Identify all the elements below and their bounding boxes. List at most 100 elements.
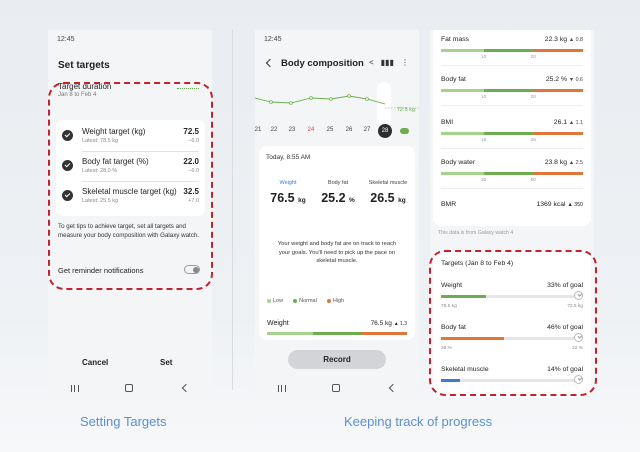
- metric-value: 26.1 ▲ 1.1: [553, 119, 583, 126]
- metric-unit: %: [349, 197, 355, 204]
- system-nav-bar: [255, 378, 419, 398]
- goal-value: 22 %: [572, 346, 583, 351]
- home-icon[interactable]: [125, 384, 134, 392]
- metric-skeletal-muscle: Skeletal muscle 26.5 kg: [363, 180, 413, 205]
- reminder-toggle[interactable]: [184, 265, 200, 274]
- cancel-button[interactable]: Cancel: [82, 358, 109, 367]
- targets-title: Targets (Jan 8 to Feb 4): [441, 260, 514, 267]
- metric-range-bar: [441, 49, 583, 52]
- back-arrow-icon[interactable]: [265, 58, 275, 68]
- bmr-value: 1369 kcal ▲ 350: [536, 201, 583, 208]
- metric-label: Skeletal muscle: [368, 180, 408, 186]
- metric-name: Body fat: [441, 76, 466, 83]
- date-label[interactable]: 22: [270, 127, 278, 133]
- page-title: Set targets: [58, 60, 110, 71]
- target-row-body-fat[interactable]: Body fat target (%) Latest: 28.0 % 22.0 …: [62, 154, 199, 182]
- target-value[interactable]: 22.0: [183, 157, 199, 166]
- target-progress-body-fat[interactable]: Body fat 46% of goal 28 % 22 %: [441, 324, 583, 364]
- date-label[interactable]: 23: [288, 127, 296, 133]
- body-composition-screen: 12:45 Body composition < ▮▮▮ ⋮ 72.5 kg 2…: [255, 30, 419, 398]
- composition-details-card: Fat mass 22.3 kg ▲ 0.8 10 20 Body fat 25.…: [433, 30, 591, 226]
- metric-range-bar: [441, 172, 583, 175]
- chart-icon[interactable]: ▮▮▮: [380, 58, 394, 67]
- divider: [82, 151, 199, 152]
- legend-low: Low: [267, 298, 283, 304]
- date-label[interactable]: 25: [326, 127, 334, 133]
- reminder-label: Get reminder notifications: [58, 266, 144, 275]
- target-progress-skeletal-muscle[interactable]: Skeletal muscle 14% of goal: [441, 366, 583, 398]
- date-label[interactable]: 21: [255, 127, 262, 133]
- target-row-weight[interactable]: Weight target (kg) Latest: 78.5 kg 72.5 …: [62, 124, 199, 152]
- metric-name: Fat mass: [441, 36, 469, 43]
- back-icon[interactable]: [181, 383, 191, 393]
- target-diff: −6.0: [188, 168, 199, 174]
- metric-range-bar: [441, 89, 583, 92]
- goal-check-icon: [574, 291, 583, 300]
- target-name: Skeletal muscle: [441, 366, 489, 373]
- targets-list: Weight target (kg) Latest: 78.5 kg 72.5 …: [56, 120, 205, 216]
- data-point: [329, 97, 333, 101]
- target-duration-label: Target duration: [58, 82, 112, 91]
- metric-label: Weight: [279, 180, 297, 186]
- data-point: [365, 97, 369, 101]
- caption-tracking-progress: Keeping track of progress: [344, 414, 493, 429]
- tick-label: 10: [480, 55, 487, 60]
- divider: [82, 181, 199, 182]
- goal-check-icon: [574, 375, 583, 384]
- legend-high: High: [326, 298, 344, 304]
- selected-column-highlight: [377, 82, 391, 130]
- metric-row-fat-mass[interactable]: Fat mass 22.3 kg ▲ 0.8 10 20: [441, 36, 583, 66]
- status-time: 12:45: [57, 36, 75, 43]
- checkbox-checked-icon[interactable]: [62, 130, 73, 141]
- target-latest: Latest: 25.5 kg: [82, 198, 119, 204]
- target-progress-text: 33% of goal: [547, 282, 583, 289]
- home-icon[interactable]: [332, 384, 341, 392]
- record-button[interactable]: Record: [288, 350, 386, 369]
- checkbox-checked-icon[interactable]: [62, 160, 73, 171]
- progress-track: [441, 295, 577, 298]
- data-point: [309, 96, 313, 100]
- start-value: 78.5 kg: [441, 304, 457, 309]
- date-label[interactable]: 26: [345, 127, 353, 133]
- app-header: Body composition < ▮▮▮ ⋮: [255, 56, 419, 74]
- set-button[interactable]: Set: [160, 358, 173, 367]
- target-latest: Latest: 78.5 kg: [82, 138, 119, 144]
- share-icon[interactable]: <: [369, 58, 374, 67]
- target-diff: +7.0: [188, 198, 199, 204]
- selected-date[interactable]: 28: [378, 124, 392, 138]
- more-icon[interactable]: ⋮: [401, 58, 409, 67]
- metric-unit: kg: [298, 197, 306, 204]
- recent-apps-icon[interactable]: [278, 384, 287, 392]
- target-name: Body fat: [441, 324, 466, 331]
- progress-track: [441, 337, 577, 340]
- date-label[interactable]: 27: [363, 127, 371, 133]
- metric-name: Body water: [441, 159, 476, 166]
- checkbox-checked-icon[interactable]: [62, 190, 73, 201]
- metric-row-body-water[interactable]: Body water 23.8 kg ▲ 2.5 30 50: [441, 159, 583, 189]
- targets-card: Targets (Jan 8 to Feb 4) Weight 33% of g…: [433, 252, 591, 398]
- goal-value: 72.5 kg: [567, 304, 583, 309]
- metric-row-bmi[interactable]: BMI 26.1 ▲ 1.1 18 25: [441, 119, 583, 149]
- goal-check-icon: [574, 333, 583, 342]
- date-label[interactable]: 24: [307, 127, 315, 133]
- recent-apps-icon[interactable]: [71, 384, 80, 392]
- target-latest: Latest: 28.0 %: [82, 168, 118, 174]
- target-diff: −6.0: [188, 138, 199, 144]
- source-note: This data is from Galaxy watch 4: [438, 230, 514, 236]
- weight-trend-graph[interactable]: [255, 82, 419, 142]
- progress-screen: Fat mass 22.3 kg ▲ 0.8 10 20 Body fat 25.…: [430, 30, 594, 398]
- metric-row-body-fat[interactable]: Body fat 25.2 % ▼ 0.6 10 20: [441, 76, 583, 106]
- target-name: Weight target (kg): [82, 127, 146, 136]
- target-progress-weight[interactable]: Weight 33% of goal 78.5 kg 72.5 kg: [441, 282, 583, 322]
- target-duration-row[interactable]: Target duration Jan 8 to Feb 4: [56, 80, 205, 112]
- goal-value-label: 72.5 kg: [397, 107, 416, 113]
- target-row-skeletal-muscle[interactable]: Skeletal muscle target (kg) Latest: 25.5…: [62, 184, 199, 212]
- back-icon[interactable]: [388, 383, 398, 393]
- target-value[interactable]: 72.5: [183, 127, 199, 136]
- section-divider: [232, 30, 233, 390]
- goal-flag-icon: [400, 128, 409, 134]
- target-value[interactable]: 32.5: [183, 187, 199, 196]
- target-name: Body fat target (%): [82, 157, 149, 166]
- data-point: [347, 94, 351, 98]
- tick-label: 30: [480, 178, 487, 183]
